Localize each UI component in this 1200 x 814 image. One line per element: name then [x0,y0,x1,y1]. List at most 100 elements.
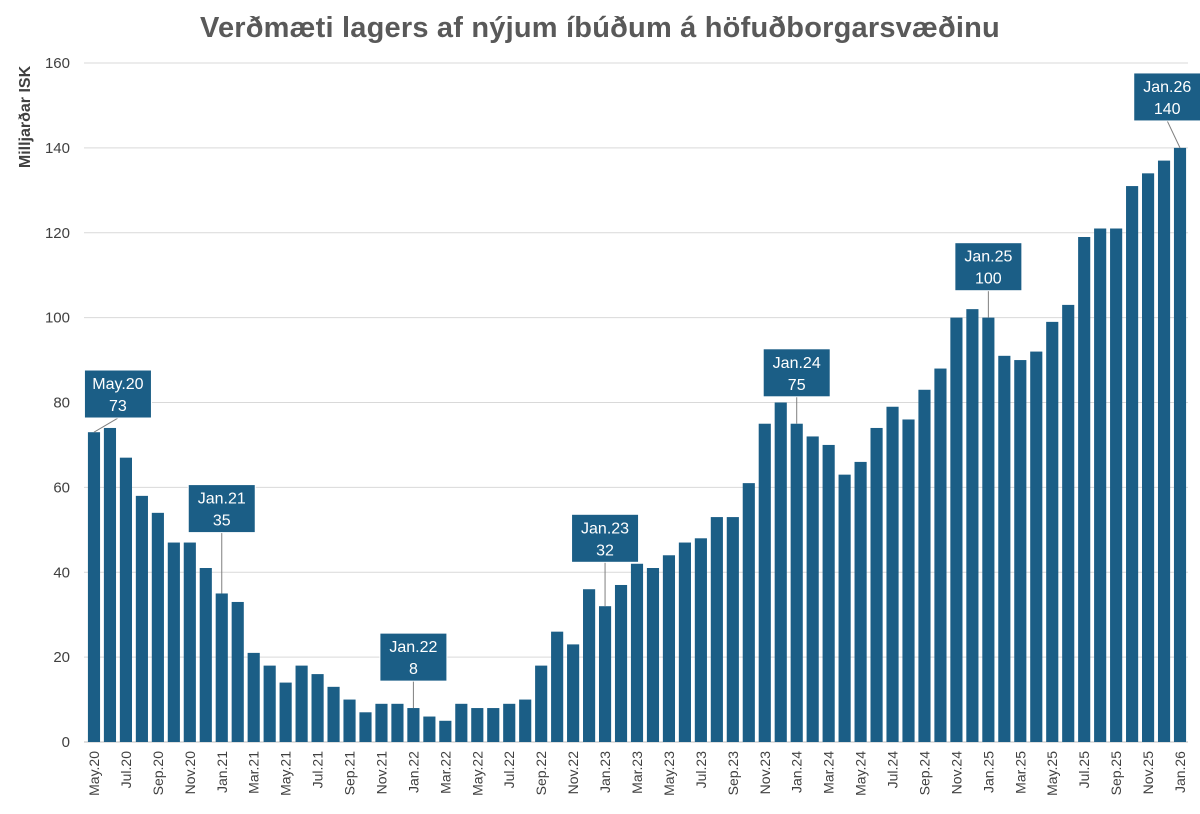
bar-Jun.24 [870,427,883,742]
callout-label: Jan.25 [964,249,1012,266]
x-tick-label: Mar.23 [629,751,645,794]
y-tick-label: 0 [62,734,70,751]
callout-box [571,513,640,563]
x-tick-label: Sep.24 [916,751,932,796]
bar-May.25 [1046,321,1059,742]
y-tick-label: 20 [53,649,70,666]
callout-Jan.23: Jan.23 32 [571,513,640,607]
bar-Apr.23 [646,568,660,742]
bar-Oct.21 [359,712,372,742]
bar-Mar.21 [247,652,260,742]
callout-value: 75 [788,377,806,394]
y-tick-label: 160 [45,55,70,72]
bars [87,147,1187,743]
y-tick-label: 100 [45,310,70,327]
x-tick-label: Mar.22 [437,751,453,794]
bar-Dec.22 [583,589,596,742]
bar-May.20 [87,432,101,742]
bar-Mar.25 [1014,360,1027,742]
bar-Dec.23 [774,402,787,742]
bar-Apr.24 [838,474,851,742]
x-tick-label: Sep.23 [725,751,741,796]
bar-Mar.22 [439,720,452,742]
bar-Apr.21 [263,665,276,742]
x-tick-label: Jan.26 [1172,751,1188,793]
x-tick-label: Nov.21 [373,751,389,795]
bar-Feb.25 [998,355,1011,742]
callout-box [762,348,831,398]
callout-Jan.25: Jan.25 100 [954,242,1023,318]
callout-value: 8 [409,661,418,678]
bar-Dec.21 [391,703,404,742]
bar-Dec.20 [199,568,212,742]
bar-Dec.25 [1157,160,1171,742]
y-tick-label: 40 [53,564,70,581]
bar-Jan.26 [1173,147,1187,742]
callout-label: Jan.23 [581,520,629,537]
x-tick-label: May.20 [86,751,102,796]
bar-May.24 [854,461,867,742]
bar-Jun.23 [678,542,691,742]
callout-Jan.21: Jan.21 35 [187,484,256,594]
x-tick-label: Nov.22 [565,751,581,795]
x-tick-label: May.22 [469,751,485,796]
x-tick-label: Nov.24 [948,751,964,795]
x-tick-label: Jul.25 [1076,751,1092,789]
x-tick-label: Sep.21 [342,751,358,796]
x-tick-label: Jul.20 [118,751,134,789]
x-tick-label: Jul.23 [693,751,709,789]
bar-Jun.20 [103,427,117,742]
callout-value: 35 [213,513,231,530]
callout-Jan.24: Jan.24 75 [762,348,831,424]
bar-Jan.23 [598,606,612,742]
x-tick-label: Nov.25 [1140,751,1156,795]
bar-Feb.22 [423,716,436,742]
bar-Mar.24 [822,444,835,742]
bar-Oct.20 [167,542,180,742]
bar-Nov.21 [375,703,388,742]
x-tick-label: Jul.21 [310,751,326,789]
callout-leader-line [1166,120,1181,149]
bar-Aug.21 [327,686,340,742]
bar-Apr.25 [1030,351,1043,742]
x-tick-label: Jul.22 [501,751,517,789]
callout-label: Jan.26 [1143,79,1191,96]
bar-Jun.21 [295,665,308,742]
callout-box [187,484,256,534]
bar-Jul.23 [694,538,707,742]
callout-label: May.20 [92,376,143,393]
bar-Jan.22 [407,708,420,742]
bar-Aug.24 [902,419,915,742]
y-axis-ticks: 0 20 40 60 80 100 120 140 160 [45,55,70,751]
x-tick-label: Sep.20 [150,751,166,796]
callout-value: 73 [109,398,127,415]
x-tick-label: Nov.20 [182,751,198,795]
x-tick-label: Jan.22 [405,751,421,793]
x-tick-label: May.21 [278,751,294,796]
x-tick-label: Mar.21 [246,751,262,794]
y-tick-label: 120 [45,225,70,242]
x-tick-label: May.23 [661,751,677,796]
callout-Jan.22: Jan.22 8 [379,632,448,709]
x-tick-label: Jan.21 [214,751,230,793]
bar-Feb.24 [806,436,819,742]
bar-Sep.23 [726,517,739,742]
bar-Nov.24 [950,317,963,742]
callout-label: Jan.21 [198,491,246,508]
bar-Jul.22 [503,703,516,742]
y-tick-label: 60 [53,479,70,496]
bar-Jan.24 [790,423,803,742]
bar-Feb.23 [614,584,628,742]
bar-May.21 [279,682,292,742]
bar-Jul.21 [311,674,324,742]
bar-Sep.20 [151,512,164,742]
x-tick-label: May.25 [1044,751,1060,796]
bar-Feb.21 [231,601,244,742]
chart-title: Verðmæti lagers af nýjum íbúðum á höfuðb… [200,12,1000,44]
x-tick-label: Mar.25 [1012,751,1028,794]
callout-leader-line [93,417,119,433]
callout-box [83,369,152,419]
bar-Jun.22 [487,708,500,742]
bar-Jul.25 [1078,236,1091,742]
